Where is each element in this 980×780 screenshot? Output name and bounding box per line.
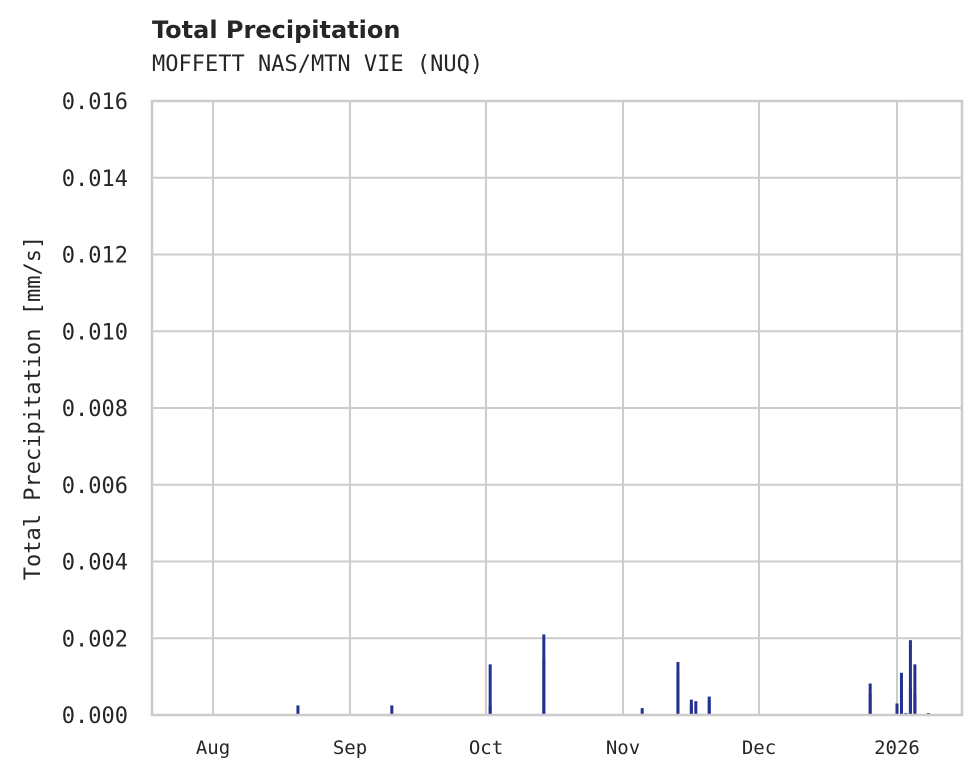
precip-bar: [390, 705, 394, 715]
precip-bar: [488, 705, 492, 715]
precip-bar: [640, 708, 644, 715]
y-axis-ticks: 0.000 0.002 0.004 0.006 0.008 0.010 0.012 0.014…: [62, 90, 128, 729]
y-tick-label: 0.012: [62, 244, 128, 269]
chart-title: Total Precipitation: [152, 16, 401, 44]
y-tick-label: 0.004: [62, 551, 128, 576]
x-axis-ticks: Aug Sep Oct Nov Dec 2026: [196, 737, 920, 759]
precip-bar: [908, 688, 912, 715]
precip-bar: [296, 705, 300, 715]
y-tick-label: 0.016: [62, 90, 128, 115]
x-tick-label: Oct: [469, 737, 503, 759]
y-tick-label: 0.008: [62, 397, 128, 422]
y-tick-label: 0.014: [62, 167, 128, 192]
y-axis-label: Total Precipitation [mm/s]: [21, 236, 46, 580]
precip-bar: [707, 696, 711, 715]
x-tick-label: 2026: [874, 737, 920, 759]
x-tick-label: Nov: [606, 737, 640, 759]
precip-bar: [542, 658, 546, 715]
precip-bar: [488, 664, 492, 715]
precip-bar: [899, 672, 903, 715]
x-tick-label: Sep: [333, 737, 367, 759]
x-tick-label: Aug: [196, 737, 230, 759]
y-tick-label: 0.010: [62, 320, 128, 345]
precip-bar: [913, 664, 917, 715]
precip-bar: [913, 693, 917, 715]
precip-bar: [676, 672, 680, 715]
y-tick-label: 0.002: [62, 627, 128, 652]
data-bars: [296, 634, 930, 715]
y-tick-label: 0.000: [62, 704, 128, 729]
precip-bar: [908, 640, 912, 715]
precip-bar: [689, 705, 693, 715]
grid-lines: [152, 100, 962, 716]
y-tick-label: 0.006: [62, 474, 128, 499]
precip-bar: [868, 693, 872, 715]
x-tick-label: Dec: [742, 737, 776, 759]
chart-subtitle: MOFFETT NAS/MTN VIE (NUQ): [152, 52, 484, 77]
plot-frame: [150, 99, 964, 717]
precip-bar: [694, 701, 698, 715]
precip-bar: [895, 703, 899, 715]
